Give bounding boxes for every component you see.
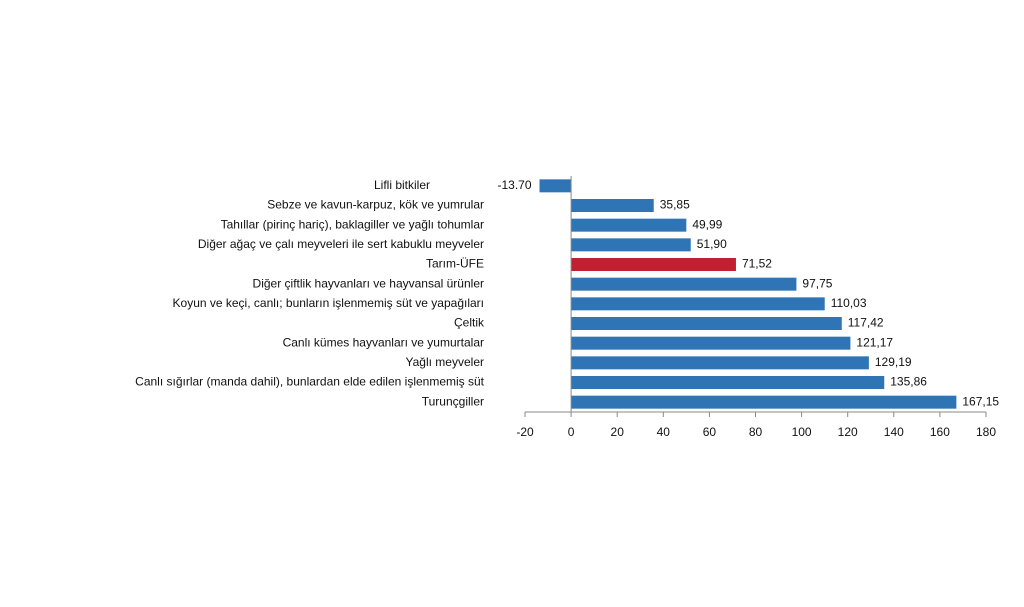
category-label: Yağlı meyveler	[406, 355, 484, 369]
value-label: 135,86	[890, 375, 927, 389]
bar	[539, 179, 572, 193]
bar	[571, 218, 687, 232]
category-label: Canlı kümes hayvanları ve yumurtalar	[283, 335, 484, 349]
value-label: 35,85	[660, 198, 690, 212]
x-tick-label: 80	[749, 425, 763, 439]
value-label: 51,90	[697, 237, 727, 251]
bar	[571, 258, 736, 271]
category-label: Lifli bitkiler	[374, 178, 430, 192]
category-label: Turunçgiller	[422, 394, 484, 408]
category-label: Diğer ağaç ve çalı meyveleri ile sert ka…	[198, 237, 484, 251]
category-label: Canlı sığırlar (manda dahil), bunlardan …	[135, 375, 485, 389]
x-tick-label: 180	[976, 425, 996, 439]
bar	[571, 238, 691, 252]
value-label: 110,03	[831, 296, 867, 310]
x-tick-label: 0	[568, 425, 575, 439]
category-label: Tahıllar (pirinç hariç), baklagiller ve …	[221, 217, 484, 231]
bar	[571, 376, 885, 389]
bar	[571, 356, 869, 370]
x-tick-label: -20	[516, 425, 534, 439]
value-label: 117,42	[848, 316, 884, 330]
bar	[571, 297, 825, 311]
category-label: Koyun ve keçi, canlı; bunların işlenmemi…	[173, 296, 484, 310]
x-tick-label: 140	[884, 425, 904, 439]
x-tick-label: 160	[930, 425, 950, 439]
value-label: 97,75	[802, 276, 832, 290]
value-label: 167,15	[962, 394, 999, 408]
category-label: Diğer çiftlik hayvanları ve hayvansal ür…	[253, 276, 484, 290]
bar	[571, 199, 654, 212]
x-tick-label: 100	[792, 425, 812, 439]
value-label: 71,52	[742, 257, 772, 271]
x-tick-label: 60	[703, 425, 717, 439]
x-tick-label: 20	[611, 425, 625, 439]
value-label: -13.70	[497, 178, 531, 192]
x-tick-label: 120	[838, 425, 858, 439]
category-label: Çeltik	[454, 316, 485, 330]
value-label: 129,19	[875, 355, 912, 369]
x-tick-label: 40	[657, 425, 671, 439]
category-label: Sebze ve kavun-karpuz, kök ve yumrular	[267, 198, 484, 212]
category-label: Tarım-ÜFE	[426, 257, 484, 271]
bar	[571, 336, 851, 350]
value-label: 49,99	[692, 217, 722, 231]
value-label: 121,17	[856, 335, 893, 349]
bar	[571, 277, 797, 291]
bar	[571, 317, 842, 330]
bar	[571, 395, 957, 409]
